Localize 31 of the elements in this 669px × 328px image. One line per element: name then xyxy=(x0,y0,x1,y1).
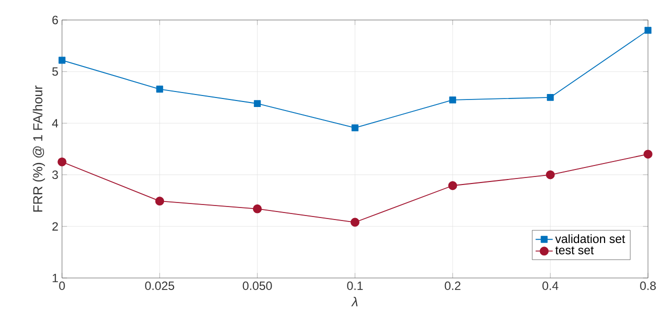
point xyxy=(449,96,456,104)
point xyxy=(546,94,554,101)
x-tick-label: 0 xyxy=(59,282,65,290)
x-tick-label: 0.1 xyxy=(347,282,363,290)
y-tick-label: 1 xyxy=(52,274,58,282)
x-tick-label: 0.4 xyxy=(542,282,558,290)
point xyxy=(448,181,458,190)
point xyxy=(546,170,555,180)
x-tick-label: 0.025 xyxy=(145,282,174,290)
y-axis-title: FRR (%) @ 1 FA/hour xyxy=(32,86,45,212)
x-tick-label: 0.050 xyxy=(242,282,272,290)
y-tick-label: 4 xyxy=(52,119,58,128)
legend-label: validation set xyxy=(555,234,626,244)
point xyxy=(644,26,652,34)
point xyxy=(155,196,164,206)
y-tick-label: 3 xyxy=(52,170,58,180)
point xyxy=(156,86,164,93)
point xyxy=(352,124,358,132)
x-tick-label: 0.8 xyxy=(640,282,656,290)
point xyxy=(644,150,652,159)
legend-label: test set xyxy=(555,246,594,254)
point xyxy=(58,157,66,166)
x-tick-label: 0.2 xyxy=(444,282,460,290)
y-tick-label: 6 xyxy=(52,16,58,24)
x-axis-title: λ xyxy=(351,296,358,306)
y-tick-label: 2 xyxy=(52,222,58,231)
point xyxy=(58,56,66,64)
point xyxy=(350,218,360,227)
point xyxy=(254,100,261,108)
point xyxy=(252,204,262,214)
y-tick-label: 5 xyxy=(52,67,58,76)
